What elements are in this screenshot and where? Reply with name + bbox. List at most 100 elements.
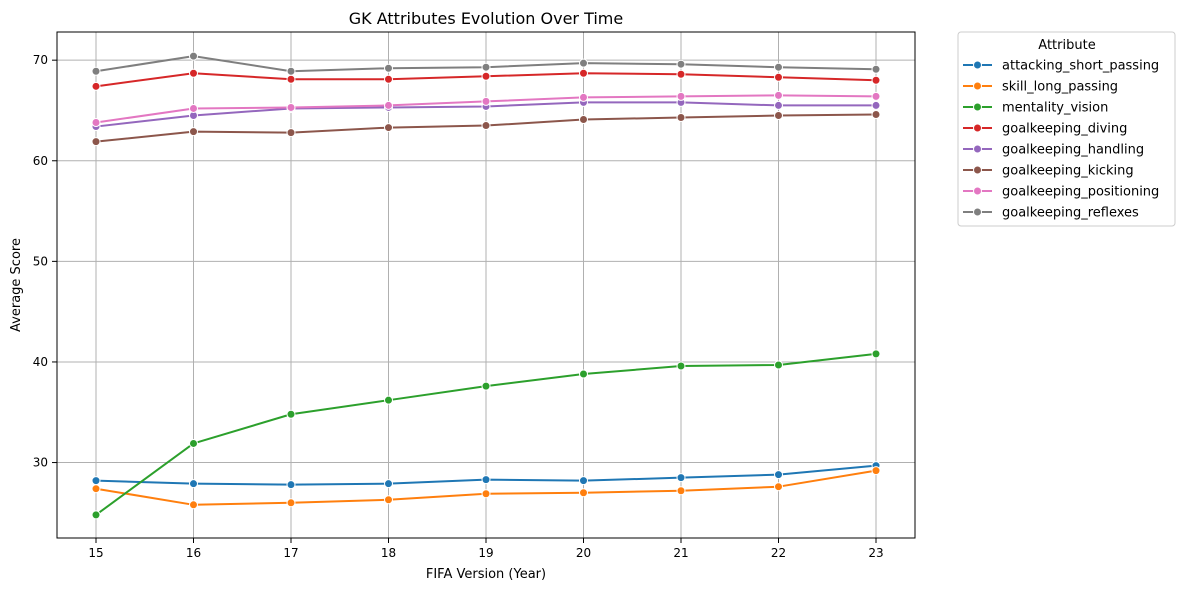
- data-point-goalkeeping_diving: [871, 75, 881, 85]
- x-tick-label: 16: [186, 546, 201, 560]
- series-mentality_vision: [91, 349, 881, 520]
- data-point-goalkeeping_positioning: [481, 96, 491, 106]
- data-point-goalkeeping_diving: [286, 74, 296, 84]
- data-point-mentality_vision: [579, 369, 588, 379]
- legend-item-attacking_short_passing: attacking_short_passing: [963, 59, 1159, 74]
- x-tick-label: 19: [478, 546, 493, 560]
- data-point-attacking_short_passing: [91, 476, 101, 486]
- data-point-goalkeeping_diving: [481, 71, 491, 81]
- data-point-skill_long_passing: [871, 466, 881, 476]
- y-tick-label: 70: [33, 53, 48, 67]
- data-point-goalkeeping_positioning: [384, 100, 393, 110]
- data-point-mentality_vision: [774, 360, 783, 370]
- data-point-goalkeeping_kicking: [189, 127, 198, 137]
- data-point-goalkeeping_diving: [774, 72, 783, 82]
- data-point-mentality_vision: [189, 438, 198, 448]
- data-point-mentality_vision: [676, 361, 686, 371]
- data-point-attacking_short_passing: [579, 476, 588, 486]
- series-goalkeeping_kicking: [91, 109, 881, 147]
- data-point-goalkeeping_reflexes: [676, 59, 686, 69]
- legend-marker-goalkeeping_positioning: [973, 186, 982, 196]
- legend-marker-goalkeeping_diving: [973, 123, 982, 133]
- data-point-goalkeeping_reflexes: [384, 63, 393, 73]
- legend-label-goalkeeping_diving: goalkeeping_diving: [1002, 122, 1127, 137]
- x-tick-label: 15: [88, 546, 103, 560]
- data-point-goalkeeping_positioning: [91, 118, 101, 128]
- series-skill_long_passing: [91, 466, 881, 510]
- data-point-goalkeeping_diving: [189, 68, 198, 78]
- y-tick-label: 50: [33, 254, 48, 268]
- legend-label-goalkeeping_reflexes: goalkeeping_reflexes: [1002, 206, 1139, 221]
- data-point-attacking_short_passing: [384, 479, 393, 489]
- data-point-attacking_short_passing: [481, 475, 491, 485]
- series-goalkeeping_positioning: [91, 90, 881, 128]
- legend-marker-attacking_short_passing: [973, 60, 982, 70]
- data-point-goalkeeping_kicking: [774, 110, 783, 120]
- legend-label-attacking_short_passing: attacking_short_passing: [1002, 59, 1159, 74]
- data-point-goalkeeping_diving: [91, 81, 101, 91]
- data-point-attacking_short_passing: [189, 479, 198, 489]
- legend-marker-skill_long_passing: [973, 81, 982, 91]
- legend-marker-goalkeeping_reflexes: [973, 207, 982, 217]
- data-point-skill_long_passing: [774, 482, 783, 492]
- data-point-attacking_short_passing: [286, 480, 296, 490]
- legend-label-mentality_vision: mentality_vision: [1002, 101, 1108, 116]
- data-point-skill_long_passing: [579, 488, 588, 498]
- x-tick-label: 21: [673, 546, 688, 560]
- data-point-goalkeeping_reflexes: [774, 62, 783, 72]
- data-point-goalkeeping_diving: [384, 74, 393, 84]
- data-point-goalkeeping_kicking: [384, 123, 393, 133]
- data-point-goalkeeping_reflexes: [286, 66, 296, 76]
- series-goalkeeping_diving: [91, 68, 881, 91]
- data-point-skill_long_passing: [676, 486, 686, 496]
- legend-marker-goalkeeping_handling: [973, 144, 982, 154]
- data-point-skill_long_passing: [286, 498, 296, 508]
- series-attacking_short_passing: [91, 461, 881, 490]
- legend-label-goalkeeping_handling: goalkeeping_handling: [1002, 143, 1144, 158]
- legend-item-goalkeeping_positioning: goalkeeping_positioning: [963, 185, 1159, 200]
- legend-item-mentality_vision: mentality_vision: [963, 101, 1108, 116]
- data-point-goalkeeping_reflexes: [91, 66, 101, 76]
- data-point-mentality_vision: [384, 395, 393, 405]
- y-tick-label: 30: [33, 456, 48, 470]
- data-point-mentality_vision: [91, 510, 101, 520]
- data-point-goalkeeping_kicking: [286, 128, 296, 138]
- data-point-goalkeeping_positioning: [871, 91, 881, 101]
- data-point-goalkeeping_diving: [579, 68, 588, 78]
- data-point-goalkeeping_kicking: [871, 109, 881, 119]
- data-point-mentality_vision: [481, 381, 491, 391]
- data-point-goalkeeping_positioning: [189, 103, 198, 113]
- data-point-goalkeeping_reflexes: [579, 58, 588, 68]
- legend-item-goalkeeping_diving: goalkeeping_diving: [963, 122, 1127, 137]
- data-point-goalkeeping_diving: [676, 69, 686, 79]
- data-point-goalkeeping_reflexes: [481, 62, 491, 72]
- data-point-goalkeeping_kicking: [579, 115, 588, 125]
- x-tick-label: 17: [283, 546, 298, 560]
- data-point-skill_long_passing: [189, 500, 198, 510]
- legend: Attribute attacking_short_passing skill_l…: [957, 31, 1176, 227]
- data-point-goalkeeping_reflexes: [189, 51, 198, 61]
- plot-area: 15 16 17 18 19 20 21 22 23 30 40 50 60 70: [33, 31, 916, 560]
- y-axis-ticks: 30 40 50 60 70: [33, 53, 57, 470]
- data-point-goalkeeping_positioning: [286, 102, 296, 112]
- x-tick-label: 18: [381, 546, 396, 560]
- legend-label-goalkeeping_kicking: goalkeeping_kicking: [1002, 164, 1134, 179]
- legend-marker-goalkeeping_kicking: [973, 165, 982, 175]
- legend-item-skill_long_passing: skill_long_passing: [963, 80, 1118, 95]
- data-point-goalkeeping_positioning: [774, 90, 783, 100]
- data-point-goalkeeping_positioning: [676, 91, 686, 101]
- legend-item-goalkeeping_handling: goalkeeping_handling: [963, 143, 1144, 158]
- y-tick-label: 40: [33, 355, 48, 369]
- chart-title: GK Attributes Evolution Over Time: [349, 9, 623, 28]
- data-point-goalkeeping_handling: [871, 100, 881, 110]
- legend-title: Attribute: [1038, 38, 1095, 53]
- data-point-skill_long_passing: [384, 495, 393, 505]
- legend-item-goalkeeping_kicking: goalkeeping_kicking: [963, 164, 1134, 179]
- data-point-mentality_vision: [286, 409, 296, 419]
- x-axis-ticks: 15 16 17 18 19 20 21 22 23: [88, 538, 884, 560]
- legend-label-skill_long_passing: skill_long_passing: [1002, 80, 1118, 95]
- legend-items: attacking_short_passing skill_long_passin…: [963, 59, 1159, 221]
- data-point-goalkeeping_kicking: [91, 137, 101, 147]
- legend-marker-mentality_vision: [973, 102, 982, 112]
- x-tick-label: 23: [868, 546, 883, 560]
